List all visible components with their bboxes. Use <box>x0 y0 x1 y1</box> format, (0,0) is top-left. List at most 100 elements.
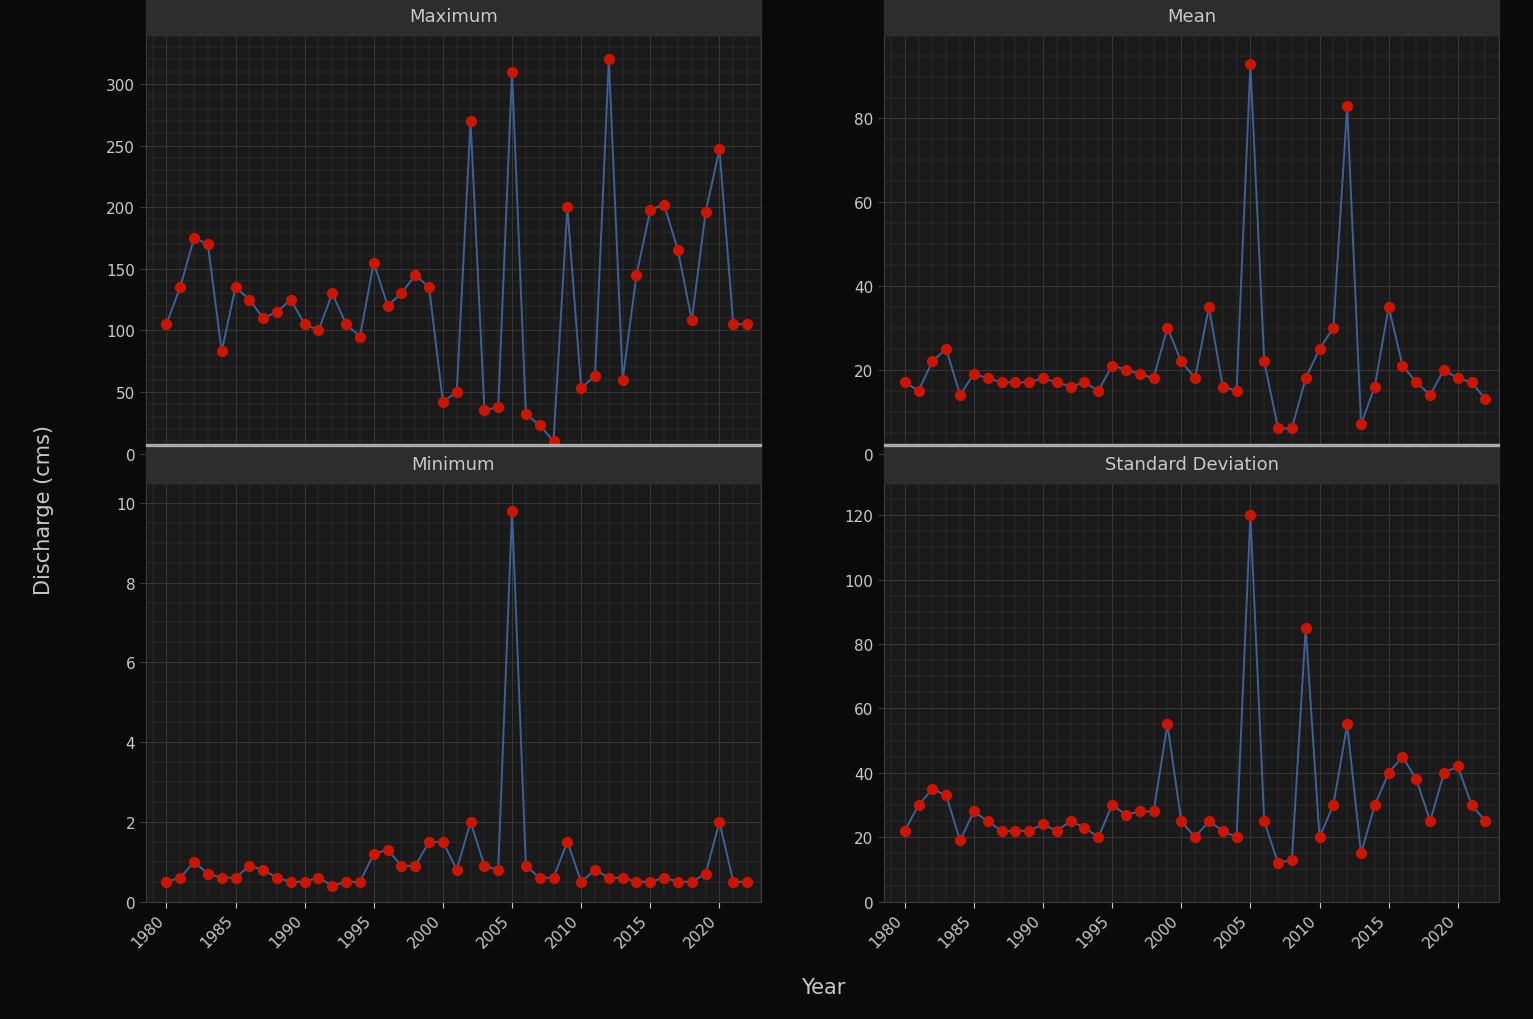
Point <box>1446 371 1470 387</box>
Point <box>1113 363 1137 379</box>
Point <box>1321 797 1346 813</box>
Text: Discharge (cms): Discharge (cms) <box>34 425 54 594</box>
Point <box>169 280 193 297</box>
Point <box>210 343 235 360</box>
Point <box>1363 797 1387 813</box>
Point <box>224 280 248 297</box>
Point <box>934 341 958 358</box>
Point <box>583 862 607 878</box>
Point <box>652 870 676 887</box>
Point <box>334 873 359 890</box>
Point <box>906 797 931 813</box>
Point <box>1211 823 1236 840</box>
Point <box>1432 363 1456 379</box>
Point <box>251 862 276 878</box>
Point <box>251 311 276 327</box>
Point <box>182 230 207 247</box>
Point <box>417 280 442 297</box>
Point <box>665 243 690 259</box>
Point <box>376 299 400 315</box>
Point <box>1390 749 1415 765</box>
Point <box>1335 716 1360 733</box>
Point <box>1459 797 1484 813</box>
Point <box>1197 300 1222 316</box>
Bar <box>885 445 1499 446</box>
Point <box>472 858 497 874</box>
Point <box>1239 507 1263 524</box>
Point <box>906 383 931 399</box>
Point <box>721 873 745 890</box>
Point <box>486 399 510 416</box>
Point <box>514 407 538 423</box>
Point <box>403 858 428 874</box>
Point <box>1473 391 1498 408</box>
Point <box>1377 300 1401 316</box>
Point <box>1072 819 1096 836</box>
Point <box>569 873 593 890</box>
Point <box>1335 99 1360 115</box>
Point <box>169 870 193 887</box>
Point <box>1266 855 1291 871</box>
Point <box>348 873 373 890</box>
Point <box>500 64 524 81</box>
Point <box>155 873 179 890</box>
Point <box>362 255 386 271</box>
Point <box>514 858 538 874</box>
Point <box>1349 846 1374 862</box>
Point <box>458 814 483 830</box>
Point <box>500 503 524 520</box>
Point <box>1183 829 1208 846</box>
Point <box>1308 829 1332 846</box>
Point <box>417 834 442 850</box>
Point <box>638 873 662 890</box>
Point <box>1446 758 1470 774</box>
Point <box>1003 823 1027 840</box>
Point <box>1156 716 1180 733</box>
Point <box>1113 807 1137 823</box>
Point <box>196 236 221 253</box>
Point <box>596 870 621 887</box>
Point <box>1030 371 1055 387</box>
Bar <box>146 446 760 483</box>
Point <box>947 387 972 404</box>
Point <box>1156 320 1180 336</box>
Bar <box>146 0 760 36</box>
Point <box>431 834 455 850</box>
Text: Year: Year <box>802 976 845 997</box>
Text: Maximum: Maximum <box>409 8 498 26</box>
Point <box>961 804 986 820</box>
Point <box>348 329 373 345</box>
Point <box>1127 367 1151 383</box>
Point <box>679 873 704 890</box>
Point <box>989 823 1013 840</box>
Point <box>734 873 759 890</box>
Point <box>472 403 497 419</box>
Point <box>541 434 566 450</box>
Point <box>892 375 917 391</box>
Point <box>182 854 207 870</box>
Point <box>1363 379 1387 395</box>
Point <box>238 292 262 309</box>
Point <box>279 873 304 890</box>
Point <box>238 858 262 874</box>
Point <box>445 384 469 400</box>
Bar <box>885 446 1499 483</box>
Point <box>1294 371 1318 387</box>
Point <box>1404 375 1429 391</box>
Point <box>307 870 331 887</box>
Point <box>1239 57 1263 73</box>
Point <box>707 142 731 158</box>
Point <box>1418 387 1443 404</box>
Point <box>389 858 414 874</box>
Point <box>527 418 552 434</box>
Point <box>1473 813 1498 829</box>
Point <box>210 870 235 887</box>
Point <box>1459 375 1484 391</box>
Point <box>307 323 331 339</box>
Point <box>596 52 621 68</box>
Point <box>920 781 944 797</box>
Bar <box>885 0 1499 36</box>
Point <box>693 205 717 221</box>
Point <box>1225 829 1249 846</box>
Point <box>362 846 386 862</box>
